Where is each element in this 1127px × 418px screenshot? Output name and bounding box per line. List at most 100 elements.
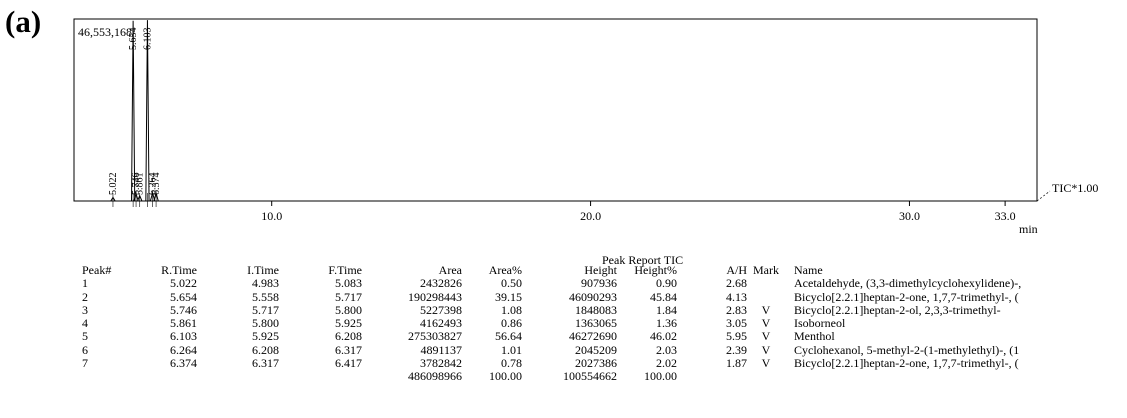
x-tick-label: 20.0 (580, 209, 601, 223)
report-cell: 2027386 (575, 356, 617, 371)
report-cell: 6 (82, 342, 88, 357)
report-cell (82, 370, 122, 383)
report-column-header: Peak# (82, 263, 112, 277)
report-cell: 2432826 (420, 276, 462, 291)
table-row: 3 5.746 5.717 5.800 5227398 1.08 1848083 1.84 2.… (82, 302, 1064, 317)
report-cell: 6.208 (252, 342, 279, 357)
report-column-header: F.Time (328, 263, 362, 277)
report-column-header: Area (438, 263, 462, 277)
report-cell: 5.925 (335, 316, 362, 331)
report-cell (747, 370, 785, 383)
peak-label: 5.654 (128, 28, 139, 51)
table-row: 2 5.654 5.558 5.717 190298443 39.15 46090293 45… (82, 289, 1064, 304)
report-column-header: Height% (634, 263, 677, 277)
report-cell: 486098966 (408, 369, 462, 384)
report-cell: 3782842 (420, 356, 462, 371)
report-cell: 2.83 (726, 302, 747, 317)
report-cell: Bicyclo[2.2.1]heptan-2-ol, 2,3,3-trimeth… (794, 302, 1001, 317)
report-cell: 1363065 (575, 316, 617, 331)
peak-trace (131, 20, 136, 202)
report-cell: 1.36 (656, 316, 677, 331)
report-cell (279, 370, 362, 383)
report-cell: 39.15 (495, 289, 522, 304)
report-cell: Bicyclo[2.2.1]heptan-2-one, 1,7,7-trimet… (794, 356, 1019, 371)
report-header-row: Peak# R.Time I.Time F.Time Area Area% Height He… (82, 250, 1064, 277)
x-tick-label: 33.0 (995, 209, 1016, 223)
report-column-header: I.Time (247, 263, 279, 277)
report-cell: 907936 (581, 276, 617, 291)
report-cell: V (761, 356, 771, 371)
report-cell: Isoborneol (794, 316, 846, 331)
report-cell: V (761, 329, 771, 344)
peak-report: Peak# R.Time I.Time F.Time Area Area% Height He… (82, 250, 1064, 384)
report-cell: 5.558 (252, 289, 279, 304)
report-title: Peak Report TIC (602, 253, 684, 267)
peak-label: 6.264 (148, 173, 159, 196)
report-cell: 6.103 (170, 329, 197, 344)
report-cell: 2.68 (726, 276, 747, 291)
report-cell: 4162493 (420, 316, 462, 331)
report-cell: 2045209 (575, 342, 617, 357)
report-cell: 6.317 (252, 356, 279, 371)
report-cell: 6.264 (170, 342, 197, 357)
peak-label: 6.374 (151, 173, 162, 196)
x-tick-label: 10.0 (261, 209, 282, 223)
report-column-header: R.Time (161, 263, 197, 277)
report-cell: 1.87 (726, 356, 747, 371)
peak-label: 5.746 (131, 173, 142, 196)
report-cell: 100.00 (644, 369, 677, 384)
report-column-header: Name (794, 263, 823, 277)
report-cell: Bicyclo[2.2.1]heptan-2-one, 1,7,7-trimet… (794, 289, 1019, 304)
report-cell: Menthol (794, 329, 835, 344)
panel-label: (a) (5, 4, 42, 39)
report-cell: 5.746 (170, 302, 197, 317)
report-cell (785, 370, 1064, 383)
report-cell: 4891137 (420, 342, 462, 357)
report-cell: 2.39 (726, 342, 747, 357)
report-cell: 5.925 (252, 329, 279, 344)
peak-trace (137, 194, 143, 202)
report-cell: Cyclohexanol, 5-methyl-2-(1-methylethyl)… (794, 342, 1020, 357)
report-cell: 5227398 (420, 302, 462, 317)
peak-report-table: Peak# R.Time I.Time F.Time Area Area% Height He… (82, 250, 1064, 384)
report-cell: 45.84 (650, 289, 677, 304)
report-cell: 5.083 (335, 276, 362, 291)
report-cell: 0.78 (501, 356, 522, 371)
report-cell: 100554662 (563, 369, 617, 384)
report-cell (747, 291, 785, 304)
report-cell: 4.983 (252, 276, 279, 291)
peak-trace (133, 192, 139, 202)
report-cell: 1.84 (656, 302, 677, 317)
report-cell: V (761, 316, 771, 331)
table-row: 4 5.861 5.800 5.925 4162493 0.86 1363065 1.36 3.… (82, 316, 1064, 331)
report-cell: 46272690 (569, 329, 617, 344)
table-row: 6 6.264 6.208 6.317 4891137 1.01 2045209 2.03 2.… (82, 342, 1064, 357)
peak-label: 5.022 (108, 173, 119, 196)
table-row: 7 6.374 6.317 6.417 3782842 0.78 2027386 2.02 1.… (82, 356, 1064, 371)
table-row: 1 5.022 4.983 5.083 2432826 0.50 907936 0.90 2.6… (82, 276, 1064, 291)
report-cell: 0.50 (501, 276, 522, 291)
report-column-header: A/H (726, 263, 747, 277)
x-axis-label: min (1019, 222, 1038, 236)
report-cell: 2 (82, 289, 88, 304)
report-cell (677, 370, 747, 383)
max-intensity-label: 46,553,168 (78, 25, 132, 39)
trace-label: TIC*1.00 (1052, 181, 1098, 195)
report-cell: 3.05 (726, 316, 747, 331)
report-cell: 6.417 (335, 356, 362, 371)
report-cell: 5.717 (335, 289, 362, 304)
report-cell: 46.02 (650, 329, 677, 344)
report-column-header: Height (584, 263, 617, 277)
report-cell: 5 (82, 329, 88, 344)
peak-trace (145, 20, 150, 202)
totals-row: 486098966 100.00 100554662 100.00 (82, 369, 1064, 384)
plot-frame (73, 18, 1038, 202)
report-cell: 0.86 (501, 316, 522, 331)
report-cell: 5.654 (170, 289, 197, 304)
peak-trace (149, 191, 156, 202)
report-cell (747, 277, 785, 290)
peak-label: 6.103 (142, 28, 153, 51)
report-cell: 4.13 (726, 289, 747, 304)
report-cell: 275303827 (408, 329, 462, 344)
